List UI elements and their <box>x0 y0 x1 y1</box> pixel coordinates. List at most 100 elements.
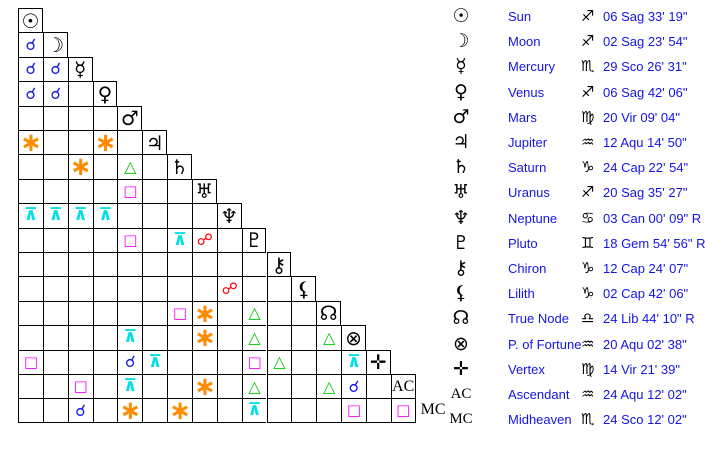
aspect-cell <box>67 227 93 252</box>
aspect-cell <box>191 252 217 277</box>
planet-glyph-mercury: ☿ <box>73 57 87 82</box>
sextile-aspect-icon: ∗ <box>94 127 117 158</box>
zodiac-sign-icon: ♒ <box>581 385 595 403</box>
zodiac-sign-icon: ♐ <box>581 82 595 101</box>
square-aspect-icon: □ <box>23 352 39 371</box>
planet-name: Sun <box>508 9 532 24</box>
aspect-cell <box>42 398 68 423</box>
legend-row-vertex: ✛ Vertex ♍ 14 Vir 21' 39" <box>0 357 705 382</box>
aspect-cell: □ <box>341 398 366 423</box>
aspect-cell <box>241 276 267 301</box>
aspect-cell <box>167 349 192 374</box>
aspect-cell <box>92 276 118 301</box>
saturn-icon: ♄ <box>452 156 470 179</box>
legend-row-part-of-fortune: ⊗ P. of Fortune ♒ 20 Aqu 02' 38" <box>0 332 705 357</box>
aspect-cell: □ <box>18 349 43 374</box>
legend-row-uranus: ♅ Uranus ♐ 20 Sag 35' 27" <box>0 180 705 205</box>
square-aspect-icon: □ <box>172 303 188 322</box>
moon-icon: ☽ <box>452 30 470 53</box>
planet-glyph-chiron: ⚷ <box>271 252 287 277</box>
aspect-cell <box>216 300 242 326</box>
venus-icon: ♀ <box>454 80 468 103</box>
planet-position-value: 02 Sag 23' 54" <box>603 34 688 50</box>
zodiac-sign-icon: ♑ <box>581 158 595 177</box>
aspect-cell <box>42 325 68 350</box>
aspect-cell <box>216 227 242 252</box>
planet-name: Saturn <box>508 160 547 176</box>
aspect-cell: ☍ <box>191 227 217 252</box>
planet-name: Mercury <box>508 59 555 75</box>
aspect-cell <box>42 300 68 326</box>
aspect-cell <box>142 325 168 350</box>
sextile-aspect-icon: ∗ <box>69 152 92 183</box>
planet-name: Midheaven <box>508 412 572 428</box>
aspect-cell <box>167 203 192 228</box>
diagonal-cell-neptune: ♆ <box>216 203 242 228</box>
aspect-cell <box>142 300 168 326</box>
aspect-cell <box>42 227 68 252</box>
aspect-cell: △ <box>266 349 292 374</box>
planet-glyph-sun: ☉ <box>21 8 40 33</box>
quincunx-aspect-icon: ⊼ <box>123 327 138 348</box>
sextile-aspect-icon: ∗ <box>193 298 216 329</box>
aspect-cell <box>316 398 342 423</box>
aspect-cell <box>18 325 43 350</box>
zodiac-sign-icon: ♑ <box>581 259 595 277</box>
planet-glyph-mars: ♂ <box>120 106 139 131</box>
legend-row-venus: ♀ Venus ♐ 06 Sag 42' 06" <box>0 80 705 105</box>
planet-position-value: 12 Cap 24' 07" <box>603 261 689 276</box>
diagonal-cell-vertex: ✛ <box>365 349 391 374</box>
conjunction-aspect-icon: ☌ <box>25 83 37 103</box>
aspect-cell: △ <box>316 325 342 350</box>
diagonal-cell-lilith: ⚸ <box>291 276 317 301</box>
planet-position-value: 29 Sco 26' 31" <box>603 59 687 75</box>
aspect-cell: ☌ <box>341 374 366 399</box>
planet-position-value: 20 Sag 35' 27" <box>603 185 688 201</box>
aspect-cell: ∗ <box>67 152 93 183</box>
aspect-cell: ☌ <box>18 56 43 82</box>
zodiac-sign-icon: ♐ <box>581 7 595 25</box>
quincunx-aspect-icon: ⊼ <box>347 351 361 372</box>
aspect-cell: △ <box>241 374 267 399</box>
quincunx-aspect-icon: ⊼ <box>73 205 88 226</box>
aspect-cell <box>92 398 118 423</box>
aspect-cell <box>191 276 217 301</box>
zodiac-sign-icon: ♍ <box>581 359 595 378</box>
aspect-cell <box>42 178 68 204</box>
aspect-cell <box>216 252 242 277</box>
neptune-icon: ♆ <box>452 206 470 229</box>
aspect-cell: □ <box>241 349 267 374</box>
conjunction-aspect-icon: ☌ <box>124 352 136 372</box>
aspect-cell <box>142 178 168 204</box>
aspect-cell <box>92 349 118 374</box>
diagonal-cell-saturn: ♄ <box>167 154 192 179</box>
planet-name: Pluto <box>508 235 538 251</box>
aspect-cell <box>67 300 93 326</box>
aspect-cell <box>167 276 192 301</box>
sextile-aspect-icon: ∗ <box>193 371 216 402</box>
planet-glyph-neptune: ♆ <box>220 203 239 228</box>
planet-position-value: 20 Vir 09' 04" <box>603 109 680 125</box>
planet-name: Uranus <box>508 185 550 201</box>
trine-aspect-icon: △ <box>273 352 286 372</box>
aspect-cell: ⊼ <box>117 374 143 399</box>
planet-position-value: 24 Aqu 12' 02" <box>603 387 687 402</box>
legend-row-midheaven: MC Midheaven ♏ 24 Sco 12' 02" <box>0 407 705 432</box>
aspect-cell <box>117 252 143 277</box>
aspect-cell <box>216 374 242 399</box>
planet-position-value: 24 Lib 44' 10" R <box>603 311 695 327</box>
aspect-cell <box>42 374 68 399</box>
diagonal-cell-uranus: ♅ <box>191 178 217 204</box>
aspect-cell: ∗ <box>167 398 192 424</box>
aspect-cell <box>266 325 292 350</box>
trine-aspect-icon: △ <box>322 376 336 396</box>
aspect-cell <box>266 276 292 301</box>
aspect-cell: ☌ <box>18 81 43 106</box>
aspect-cell <box>92 105 118 130</box>
aspect-cell <box>142 203 168 228</box>
legend-row-jupiter: ♃ Jupiter ♒ 12 Aqu 14' 50" <box>0 130 705 155</box>
legend-row-mercury: ☿ Mercury ♏ 29 Sco 26' 31" <box>0 54 705 79</box>
legend-row-pluto: ♇ Pluto ♊ 18 Gem 54' 56" R <box>0 231 705 256</box>
planet-position-value: 12 Aqu 14' 50" <box>603 135 687 150</box>
aspect-cell <box>191 203 217 228</box>
